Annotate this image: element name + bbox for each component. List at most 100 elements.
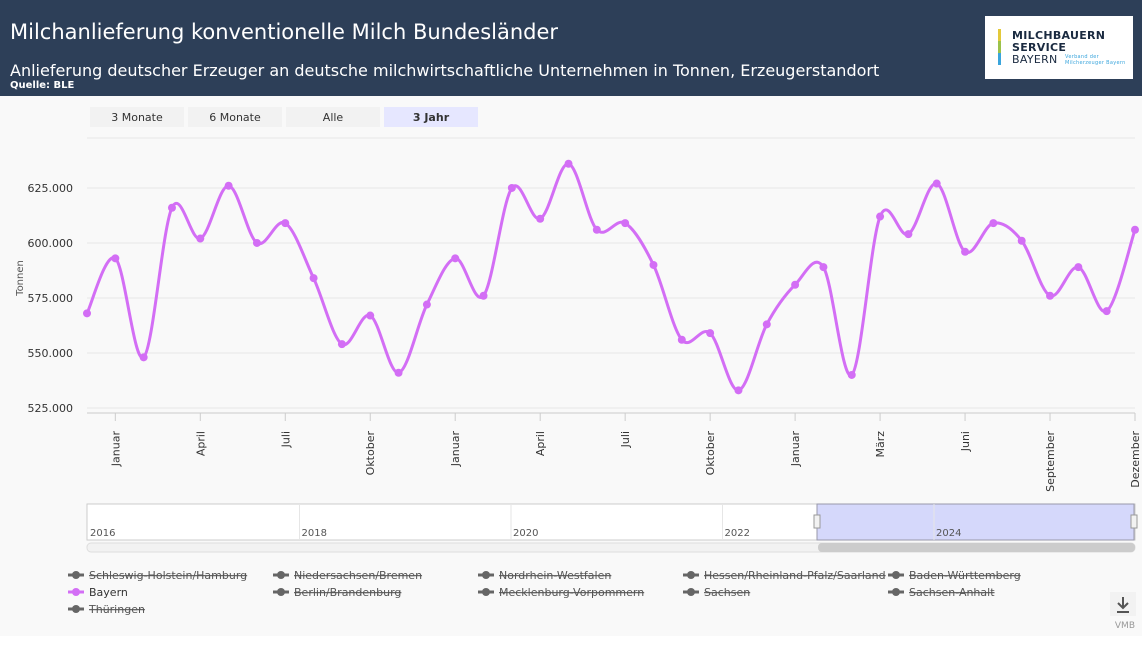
legend-label[interactable]: Niedersachsen/Bremen <box>294 569 422 582</box>
point[interactable] <box>734 386 743 395</box>
legend-symbol[interactable] <box>277 588 285 596</box>
navigator-handle[interactable] <box>1130 514 1138 529</box>
x-tick-label: Juni <box>959 431 972 452</box>
scrollbar-thumb[interactable] <box>818 543 1135 552</box>
navigator-label: 2020 <box>513 528 538 539</box>
point[interactable] <box>1046 291 1055 300</box>
legend-label[interactable]: Hessen/Rheinland-Pfalz/Saarland <box>704 569 886 582</box>
x-tick-label: Juli <box>279 431 292 448</box>
point[interactable] <box>139 353 148 362</box>
x-tick-label: April <box>534 431 547 456</box>
legend-symbol[interactable] <box>687 588 695 596</box>
legend-label[interactable]: Nordrhein-Westfalen <box>499 569 611 582</box>
point[interactable] <box>536 214 545 223</box>
range-button-label[interactable]: Alle <box>323 111 344 124</box>
point[interactable] <box>706 329 715 338</box>
point[interactable] <box>422 300 431 309</box>
navigator-handle[interactable] <box>813 514 821 529</box>
range-button[interactable] <box>90 107 184 127</box>
range-button-label[interactable]: 3 Monate <box>111 111 163 124</box>
point[interactable] <box>847 370 856 379</box>
point[interactable] <box>904 230 913 239</box>
point[interactable] <box>819 263 828 272</box>
legend-symbol[interactable] <box>687 571 695 579</box>
point[interactable] <box>167 203 176 212</box>
point[interactable] <box>224 181 233 190</box>
series-line <box>85 162 1137 392</box>
legend-label[interactable]: Baden-Württemberg <box>909 569 1021 582</box>
navigator-label: 2016 <box>90 528 115 539</box>
point[interactable] <box>1017 236 1026 245</box>
range-button[interactable] <box>188 107 282 127</box>
range-button[interactable] <box>286 107 380 127</box>
logo-text: BAYERN <box>1012 53 1058 66</box>
point[interactable] <box>111 254 120 263</box>
point[interactable] <box>337 340 346 349</box>
y-tick-label: 575.000 <box>28 292 74 305</box>
point[interactable] <box>564 159 573 168</box>
point[interactable] <box>451 254 460 263</box>
point[interactable] <box>479 291 488 300</box>
legend-label[interactable]: Berlin/Brandenburg <box>294 586 401 599</box>
point[interactable] <box>649 260 658 269</box>
credit: VMB <box>1115 621 1135 631</box>
legend-label[interactable]: Sachsen-Anhalt <box>909 586 995 599</box>
title: Milchanlieferung konventionelle Milch Bu… <box>10 20 559 44</box>
point[interactable] <box>791 280 800 289</box>
legend-label[interactable]: Bayern <box>89 586 128 599</box>
point[interactable] <box>281 219 290 228</box>
point[interactable] <box>876 212 885 221</box>
x-tick-label: Oktober <box>364 431 377 476</box>
point[interactable] <box>1102 307 1111 316</box>
range-button[interactable] <box>384 107 478 127</box>
download-icon[interactable] <box>1110 592 1136 616</box>
point[interactable] <box>394 368 403 377</box>
navigator-label: 2022 <box>725 528 750 539</box>
x-tick-label: Januar <box>789 431 802 468</box>
x-tick-label: September <box>1044 431 1057 492</box>
header: Milchanlieferung konventionelle Milch Bu… <box>0 0 1142 96</box>
navigator-label: 2018 <box>302 528 327 539</box>
legend-label[interactable]: Sachsen <box>704 586 750 599</box>
subtitle: Anlieferung deutscher Erzeuger an deutsc… <box>10 61 880 80</box>
legend-symbol[interactable] <box>892 571 900 579</box>
point[interactable] <box>252 238 261 247</box>
legend-label[interactable]: Schleswig-Holstein/Hamburg <box>89 569 247 582</box>
x-tick-label: Januar <box>109 431 122 468</box>
legend-label[interactable]: Mecklenburg-Vorpommern <box>499 586 644 599</box>
legend-symbol[interactable] <box>72 571 80 579</box>
point[interactable] <box>1074 263 1083 272</box>
legend-symbol[interactable] <box>72 588 80 596</box>
point[interactable] <box>621 219 630 228</box>
point[interactable] <box>592 225 601 234</box>
point[interactable] <box>366 311 375 320</box>
navigator-label: 2024 <box>936 528 961 539</box>
point[interactable] <box>932 179 941 188</box>
legend-symbol[interactable] <box>892 588 900 596</box>
logo-text: MILCHBAUERN <box>1012 29 1106 42</box>
x-tick-label: Dezember <box>1129 431 1142 488</box>
legend-symbol[interactable] <box>277 571 285 579</box>
range-button-label[interactable]: 3 Jahr <box>413 111 450 124</box>
point[interactable] <box>1131 225 1139 234</box>
logo: MILCHBAUERN SERVICE BAYERN Verband der M… <box>985 16 1133 79</box>
point[interactable] <box>196 234 205 243</box>
logo-text: SERVICE <box>1012 41 1067 54</box>
point[interactable] <box>677 335 686 344</box>
legend-symbol[interactable] <box>72 605 80 613</box>
point[interactable] <box>507 183 516 192</box>
point[interactable] <box>762 320 771 329</box>
point[interactable] <box>989 219 998 228</box>
point[interactable] <box>83 309 91 318</box>
x-tick-label: Juli <box>619 431 632 448</box>
legend-symbol[interactable] <box>482 588 490 596</box>
legend-symbol[interactable] <box>482 571 490 579</box>
navigator-selection[interactable] <box>816 503 1135 541</box>
point[interactable] <box>961 247 970 256</box>
legend-label[interactable]: Thüringen <box>88 603 145 616</box>
range-button-label[interactable]: 6 Monate <box>209 111 261 124</box>
y-tick-label: 550.000 <box>28 347 74 360</box>
point[interactable] <box>309 274 318 283</box>
